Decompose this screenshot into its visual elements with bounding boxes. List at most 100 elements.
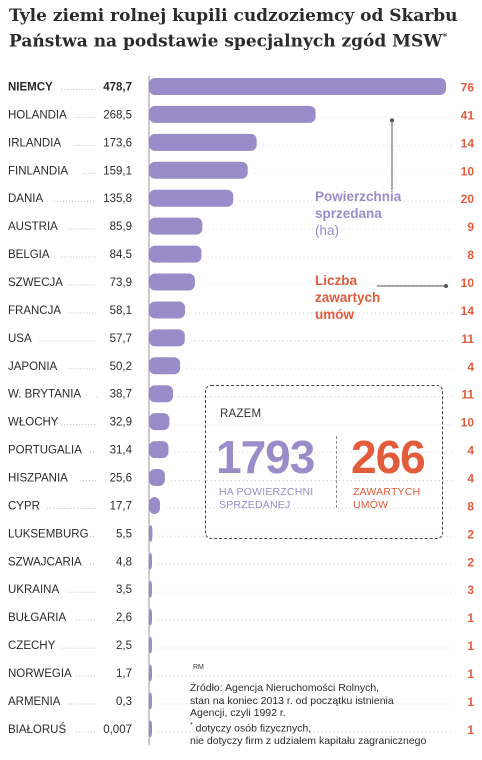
category-label: FINLANDIA	[8, 165, 68, 177]
totals-divider	[336, 436, 337, 508]
category-label: SZWECJA	[8, 277, 63, 289]
bar	[149, 580, 152, 598]
bar	[149, 692, 152, 710]
count-label: 4	[467, 472, 474, 486]
totals-area-caption: HA POWIERZCHNI	[219, 486, 314, 498]
count-label: 2	[467, 527, 474, 541]
value-label: 85,9	[110, 221, 132, 233]
legend-area-unit: (ha)	[315, 223, 340, 238]
legend-count-line1: Liczba	[315, 273, 358, 288]
count-label: 2	[467, 555, 474, 569]
bar	[149, 608, 152, 626]
bar	[149, 217, 203, 235]
bar	[149, 357, 181, 375]
category-label: BIAŁORUŚ	[8, 723, 66, 736]
count-label: 8	[467, 248, 474, 262]
value-label: 50,2	[110, 361, 132, 373]
value-label: 0,3	[116, 696, 132, 708]
count-label: 4	[467, 444, 474, 458]
legend-count: Liczba zawartych umów	[315, 272, 380, 323]
value-label: 159,1	[103, 165, 132, 177]
source-note: Źródło: Agencja Nieruchomości Rolnych, s…	[190, 682, 480, 747]
category-label: USA	[8, 333, 32, 345]
category-label: ARMENIA	[8, 696, 61, 708]
value-label: 2,5	[116, 640, 132, 652]
value-label: 2,6	[116, 612, 132, 624]
count-label: 14	[461, 304, 475, 318]
totals-count-caption-2: UMÓW	[353, 499, 389, 511]
totals-label: RAZEM	[220, 408, 262, 420]
legend-count-pointer-dot	[444, 284, 448, 289]
count-label: 1	[467, 639, 474, 653]
bar	[149, 329, 185, 347]
value-label: 32,9	[110, 417, 132, 429]
value-label: 25,6	[110, 473, 132, 485]
count-label: 20	[461, 192, 475, 206]
category-label: JAPONIA	[8, 361, 58, 373]
count-label: 1	[467, 695, 474, 709]
legend-count-line3: umów	[315, 307, 354, 322]
value-label: 38,7	[110, 389, 132, 401]
count-label: 1	[467, 667, 474, 681]
category-label: IRLANDIA	[8, 137, 61, 149]
bar	[149, 78, 446, 95]
category-label: HISZPANIA	[8, 473, 68, 485]
value-label: 5,5	[116, 528, 132, 540]
category-label: W. BRYTANIA	[8, 389, 81, 401]
totals-count-caption: ZAWARTYCH	[353, 486, 421, 498]
legend-area-line2: sprzedana	[315, 206, 382, 221]
bar	[149, 385, 174, 403]
value-label: 4,8	[116, 556, 132, 568]
value-label: 57,7	[110, 333, 132, 345]
source-line: Źródło: Agencja Nieruchomości Rolnych,	[190, 682, 380, 694]
category-label: CYPR	[8, 500, 40, 512]
value-label: 268,5	[103, 109, 132, 121]
bar	[149, 552, 152, 570]
count-label: 76	[461, 81, 475, 95]
legend-area: Powierzchnia sprzedana (ha)	[315, 188, 401, 239]
bar	[149, 496, 160, 514]
category-label: WŁOCHY	[8, 417, 59, 429]
bar	[149, 161, 248, 179]
category-label: UKRAINA	[8, 584, 59, 596]
value-label: 17,7	[110, 500, 132, 512]
count-label: 41	[461, 108, 475, 122]
category-label: PORTUGALIA	[8, 445, 82, 457]
footnote-line: * dotyczy osób fizycznych,	[190, 721, 312, 735]
category-label: HOLANDIA	[8, 109, 67, 121]
bar	[149, 413, 170, 431]
legend-count-line2: zawartych	[315, 290, 381, 305]
value-label: 58,1	[110, 305, 132, 317]
credit: RM	[193, 664, 204, 671]
value-label: 3,5	[116, 584, 132, 596]
value-label: 478,7	[103, 82, 132, 94]
category-label: LUKSEMBURG	[8, 528, 89, 540]
count-label: 10	[461, 416, 475, 430]
value-label: 0,007	[103, 724, 132, 736]
count-label: 4	[467, 360, 474, 374]
bar	[149, 524, 153, 542]
value-label: 135,8	[103, 193, 132, 205]
bar	[149, 636, 152, 654]
value-label: 1,7	[116, 668, 132, 680]
source-line: stan na koniec 2013 r. od początku istni…	[190, 694, 394, 707]
category-label: SZWAJCARIA	[8, 556, 82, 568]
value-label: 73,9	[110, 277, 132, 289]
category-label: DANIA	[8, 193, 43, 205]
footnote-line: nie dotyczy firm z udziałem kapitału zag…	[190, 734, 427, 747]
value-label: 31,4	[110, 445, 133, 457]
count-label: 9	[467, 220, 474, 234]
category-label: NIEMCY	[8, 82, 53, 94]
bar	[149, 273, 195, 291]
count-label: 1	[467, 611, 474, 625]
source-line: Agencji, czyli 1992 r.	[190, 707, 286, 719]
bar	[149, 133, 257, 151]
bar	[149, 301, 186, 319]
category-label: CZECHY	[8, 640, 56, 652]
totals-count-value: 266	[351, 431, 426, 483]
bar	[149, 245, 202, 263]
category-label: BUŁGARIA	[8, 612, 66, 624]
category-label: AUSTRIA	[8, 221, 58, 233]
bar	[149, 441, 169, 459]
